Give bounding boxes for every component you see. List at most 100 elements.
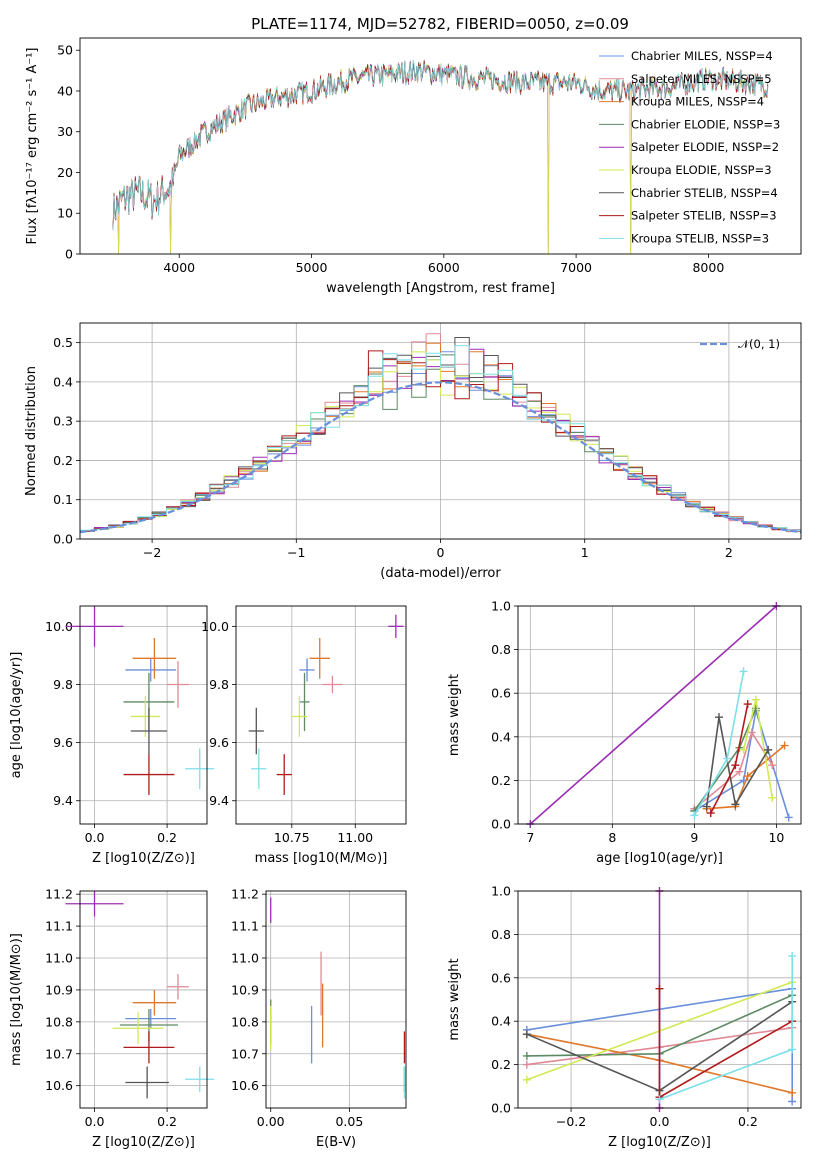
x-tick-label: 0.05 bbox=[335, 1114, 363, 1129]
x-tick-label: 7 bbox=[526, 830, 534, 845]
plus-marker bbox=[690, 811, 699, 820]
y-tick-label: 0.0 bbox=[491, 817, 511, 832]
x-tick-label: 1 bbox=[581, 545, 589, 560]
y-tick-label: 0.4 bbox=[491, 729, 511, 744]
x-tick-label: 0.2 bbox=[157, 1114, 177, 1129]
axes-frame bbox=[79, 37, 802, 255]
x-tick-label: 4000 bbox=[163, 260, 195, 275]
y-tick-label: 11.0 bbox=[231, 951, 259, 966]
y-tick-label: 0.4 bbox=[491, 1014, 511, 1029]
y-axis-label: mass weight bbox=[447, 958, 462, 1040]
y-tick-label: 10.9 bbox=[231, 982, 259, 997]
x-axis-label: age [log10(age/yr)] bbox=[596, 851, 723, 866]
panel-3: 0.0 0.2 9.4 9.6 9.8 10.0 Z [log10(Z/Z⊙)] age [l… bbox=[9, 605, 215, 866]
y-tick-label: 0.8 bbox=[491, 642, 511, 657]
x-tick-label: 0.00 bbox=[257, 1114, 285, 1129]
legend-label: Chabrier MILES, NSSP=4 bbox=[631, 49, 773, 63]
y-tick-label: 11.2 bbox=[231, 887, 259, 902]
plus-marker bbox=[714, 713, 723, 722]
y-tick-label: 9.6 bbox=[53, 735, 73, 750]
panel-6: 0.0 0.2 10.6 10.7 10.8 10.9 11.0 11.1 11.2 Z [log… bbox=[9, 887, 215, 1150]
y-tick-label: 11.2 bbox=[45, 887, 73, 902]
y-tick-label: 11.1 bbox=[45, 919, 73, 934]
y-tick-label: 0.5 bbox=[53, 335, 73, 350]
legend-label: Kroupa STELIB, NSSP=3 bbox=[631, 231, 769, 245]
plus-marker bbox=[784, 813, 793, 822]
axes-frame bbox=[517, 605, 802, 825]
legend-label: Salpeter STELIB, NSSP=3 bbox=[631, 209, 777, 223]
y-axis-label: mass weight bbox=[447, 674, 462, 756]
x-axis-label: mass [log10(M/M⊙)] bbox=[255, 851, 388, 866]
legend-label: Kroupa ELODIE, NSSP=3 bbox=[631, 163, 772, 177]
panel-8: −0.2 0.0 0.2 0.0 0.2 0.4 0.6 0.8 1.0 Z [log10(Z/Z… bbox=[447, 884, 802, 1150]
y-tick-label: 40 bbox=[57, 83, 73, 98]
x-tick-label: 5000 bbox=[296, 260, 328, 275]
x-tick-label: 0.0 bbox=[85, 1114, 105, 1129]
y-tick-label: 10.6 bbox=[45, 1078, 73, 1093]
x-tick-label: 11.00 bbox=[337, 830, 373, 845]
y-tick-label: 1.0 bbox=[491, 599, 511, 614]
x-axis-label: Z [log10(Z/Z⊙)] bbox=[608, 1135, 711, 1150]
x-tick-label: 2 bbox=[725, 545, 733, 560]
legend-label: Chabrier STELIB, NSSP=4 bbox=[631, 186, 778, 200]
x-tick-label: 0.2 bbox=[157, 830, 177, 845]
y-tick-label: 10.6 bbox=[231, 1078, 259, 1093]
plus-marker bbox=[735, 767, 744, 776]
x-tick-label: 10 bbox=[768, 830, 784, 845]
axes-frame bbox=[79, 605, 208, 825]
y-tick-label: 50 bbox=[57, 43, 73, 58]
spectrum-lines bbox=[112, 59, 769, 254]
plus-marker bbox=[764, 745, 773, 754]
figure-title: PLATE=1174, MJD=52782, FIBERID=0050, z=0… bbox=[251, 15, 629, 33]
axes-frame bbox=[79, 890, 208, 1109]
x-tick-label: −0.2 bbox=[556, 1114, 586, 1129]
y-tick-label: 0.3 bbox=[53, 414, 73, 429]
y-tick-label: 9.4 bbox=[209, 793, 229, 808]
spectrum-line-9 bbox=[112, 59, 769, 231]
normal-curve bbox=[80, 381, 801, 534]
plus-marker bbox=[702, 802, 711, 811]
panel-4: 10.75 11.00 9.4 9.6 9.8 10.0 mass [log10(M/M⊙)… bbox=[201, 605, 407, 866]
plus-marker bbox=[780, 741, 789, 750]
plus-marker bbox=[747, 728, 756, 737]
x-tick-label: 8 bbox=[608, 830, 616, 845]
y-tick-label: 10.7 bbox=[231, 1046, 259, 1061]
plus-marker bbox=[723, 754, 732, 763]
axes-frame bbox=[79, 322, 802, 540]
histograms bbox=[80, 333, 801, 534]
axes-frame bbox=[265, 890, 407, 1109]
x-axis-label: Z [log10(Z/Z⊙)] bbox=[92, 851, 195, 866]
plus-marker bbox=[731, 800, 740, 809]
y-axis-label: age [log10(age/yr)] bbox=[9, 652, 24, 779]
y-tick-label: 10.0 bbox=[45, 619, 73, 634]
y-tick-label: 10 bbox=[57, 206, 73, 221]
plus-marker bbox=[788, 952, 797, 961]
y-tick-label: 0.8 bbox=[491, 927, 511, 942]
plus-marker bbox=[655, 1095, 664, 1104]
y-tick-label: 0.0 bbox=[491, 1101, 511, 1116]
y-tick-label: 0.2 bbox=[491, 773, 511, 788]
panel-2: −2 −1 0 1 2 0.0 0.1 0.2 0.3 0.4 0.5 (data-model)/er… bbox=[24, 322, 802, 581]
plus-marker bbox=[739, 745, 748, 754]
weight-line-8 bbox=[658, 988, 793, 1099]
plus-marker bbox=[522, 1075, 531, 1084]
panel-7: 0.00 0.05 10.6 10.7 10.8 10.9 11.0 11.1 11.2 E(B-… bbox=[231, 887, 407, 1150]
y-tick-label: 20 bbox=[57, 165, 73, 180]
x-tick-label: 10.75 bbox=[274, 830, 310, 845]
plus-marker bbox=[768, 793, 777, 802]
y-tick-label: 0.2 bbox=[491, 1057, 511, 1072]
x-axis-label: Z [log10(Z/Z⊙)] bbox=[92, 1135, 195, 1150]
y-tick-label: 0.4 bbox=[53, 374, 73, 389]
legend-label: Kroupa MILES, NSSP=4 bbox=[631, 95, 764, 109]
plus-marker bbox=[731, 761, 740, 770]
y-tick-label: 0.0 bbox=[53, 532, 73, 547]
x-tick-label: −1 bbox=[287, 545, 305, 560]
x-tick-label: 0.0 bbox=[85, 830, 105, 845]
y-tick-label: 0 bbox=[65, 247, 73, 262]
x-tick-label: 0 bbox=[437, 545, 445, 560]
y-tick-label: 0.2 bbox=[53, 453, 73, 468]
x-tick-label: 7000 bbox=[560, 260, 592, 275]
plus-marker bbox=[522, 1051, 531, 1060]
plus-marker bbox=[788, 1088, 797, 1097]
